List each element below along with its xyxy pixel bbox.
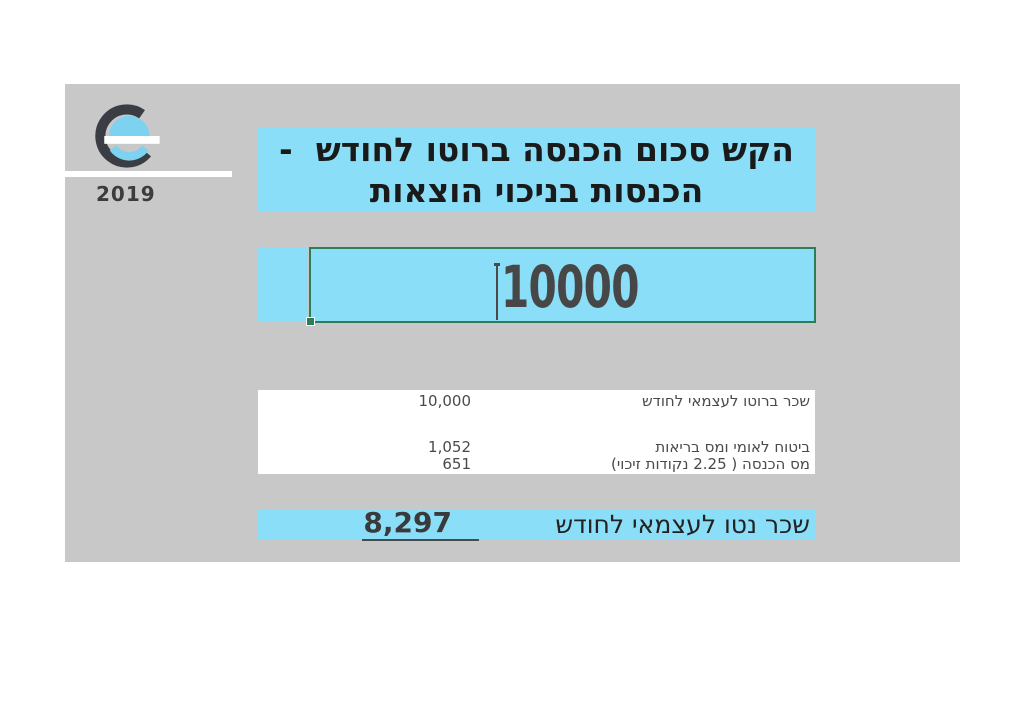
logo-year: 2019 — [96, 182, 156, 206]
gross-salary-value: 10,000 — [418, 392, 472, 410]
logo-underline — [65, 171, 232, 177]
instruction-line-2: הכנסות בניכוי הוצאות — [369, 171, 704, 210]
adjacent-empty-cell[interactable] — [257, 247, 307, 321]
national-insurance-value: 1,052 — [428, 438, 471, 456]
instruction-banner: הקש סכום הכנסה ברוטו לחודש - הכנסות בניכ… — [258, 128, 815, 212]
gross-salary-label: שכר ברוטו לעצמאי לחודש — [642, 392, 810, 410]
text-cursor — [494, 263, 500, 320]
logo-e-icon — [95, 104, 160, 168]
income-input-value: 10000 — [501, 253, 639, 321]
national-insurance-label: ביטוח לאומי ומס בריאות — [655, 438, 810, 456]
income-input-cell[interactable]: 10000 — [306, 247, 816, 326]
income-tax-value: 651 — [442, 455, 471, 473]
results-box: שכר ברוטו לעצמאי לחודש 10,000 ביטוח לאומ… — [258, 390, 815, 474]
net-salary-underline — [362, 539, 479, 541]
net-salary-label: שכר נטו לעצמאי לחודש — [555, 510, 810, 539]
fill-handle[interactable] — [306, 317, 315, 326]
net-salary-value: 8,297 — [363, 506, 452, 539]
instruction-line-1: הקש סכום הכנסה ברוטו לחודש - — [279, 130, 794, 169]
net-salary-row: שכר נטו לעצמאי לחודש 8,297 — [258, 506, 815, 540]
income-tax-label: מס הכנסה ( 2.25 נקודות זיכוי) — [611, 455, 810, 473]
calculator-panel: 2019 הקש סכום הכנסה ברוטו לחודש - הכנסות… — [65, 84, 960, 562]
